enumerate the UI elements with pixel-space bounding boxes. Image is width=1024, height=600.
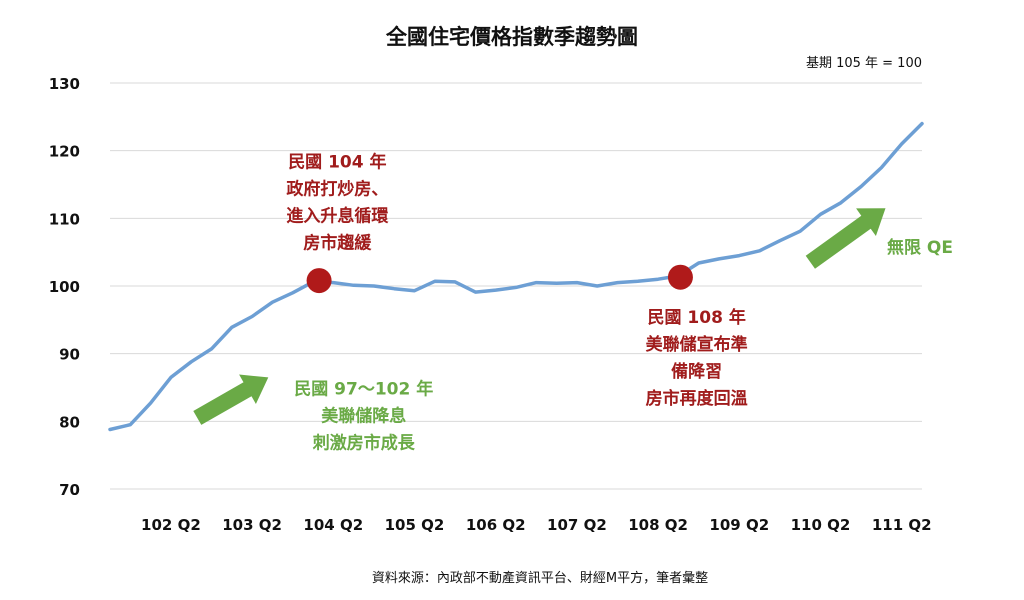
x-tick-label: 106 Q2 bbox=[466, 516, 526, 534]
trend-arrow-1 bbox=[805, 208, 886, 269]
series-line-0 bbox=[108, 121, 924, 432]
y-tick-label: 130 bbox=[49, 75, 80, 93]
annotation-line: 政府打炒房、 bbox=[286, 179, 388, 200]
y-axis-ticks: 70 80 90 100 110 120 130 bbox=[49, 75, 80, 499]
x-tick-label: 103 Q2 bbox=[222, 516, 282, 534]
annotation-line: 美聯儲降息 bbox=[321, 405, 406, 426]
x-tick-label: 107 Q2 bbox=[547, 516, 607, 534]
annotation-line: 房市趨緩 bbox=[303, 233, 372, 254]
event-marker-0 bbox=[306, 268, 332, 294]
annotation-line: 民國 108 年 bbox=[648, 307, 746, 328]
annotation-line: 進入升息循環 bbox=[286, 206, 389, 227]
x-tick-label: 110 Q2 bbox=[791, 516, 851, 534]
y-tick-label: 120 bbox=[49, 143, 80, 161]
y-tick-label: 110 bbox=[49, 210, 80, 228]
annotation-line: 民國 97～102 年 bbox=[294, 378, 433, 399]
x-tick-label: 108 Q2 bbox=[628, 516, 688, 534]
x-tick-label: 102 Q2 bbox=[141, 516, 201, 534]
series-layer bbox=[108, 121, 924, 432]
y-tick-label: 90 bbox=[59, 346, 80, 364]
trend-arrow-0 bbox=[193, 374, 269, 425]
base-period-note: 基期 105 年 = 100 bbox=[806, 56, 922, 71]
annotation-line: 刺激房市成長 bbox=[313, 432, 416, 453]
annotation-line: 備降習 bbox=[671, 361, 722, 382]
data-source: 資料來源：內政部不動產資訊平台、財經M平方，筆者彙整 bbox=[372, 570, 708, 586]
event-marker-1 bbox=[667, 264, 693, 290]
x-tick-label: 109 Q2 bbox=[709, 516, 769, 534]
x-tick-label: 111 Q2 bbox=[872, 516, 932, 534]
chart-title: 全國住宅價格指數季趨勢圖 bbox=[385, 25, 638, 49]
y-tick-label: 80 bbox=[59, 413, 80, 431]
y-tick-label: 70 bbox=[59, 481, 80, 499]
x-axis-ticks: 102 Q2 103 Q2 104 Q2 105 Q2 106 Q2 107 Q2 108 … bbox=[141, 516, 932, 534]
x-tick-label: 104 Q2 bbox=[303, 516, 363, 534]
arrows-layer bbox=[193, 208, 886, 425]
gridlines bbox=[110, 82, 922, 490]
annotation-line: 美聯儲宣布準 bbox=[646, 334, 748, 355]
annotation-line: 無限 QE bbox=[887, 237, 953, 258]
y-tick-label: 100 bbox=[49, 278, 80, 296]
annotation-line: 民國 104 年 bbox=[288, 152, 386, 173]
markers-layer bbox=[306, 264, 693, 294]
annotation-line: 房市再度回溫 bbox=[646, 388, 748, 409]
x-tick-label: 105 Q2 bbox=[385, 516, 445, 534]
